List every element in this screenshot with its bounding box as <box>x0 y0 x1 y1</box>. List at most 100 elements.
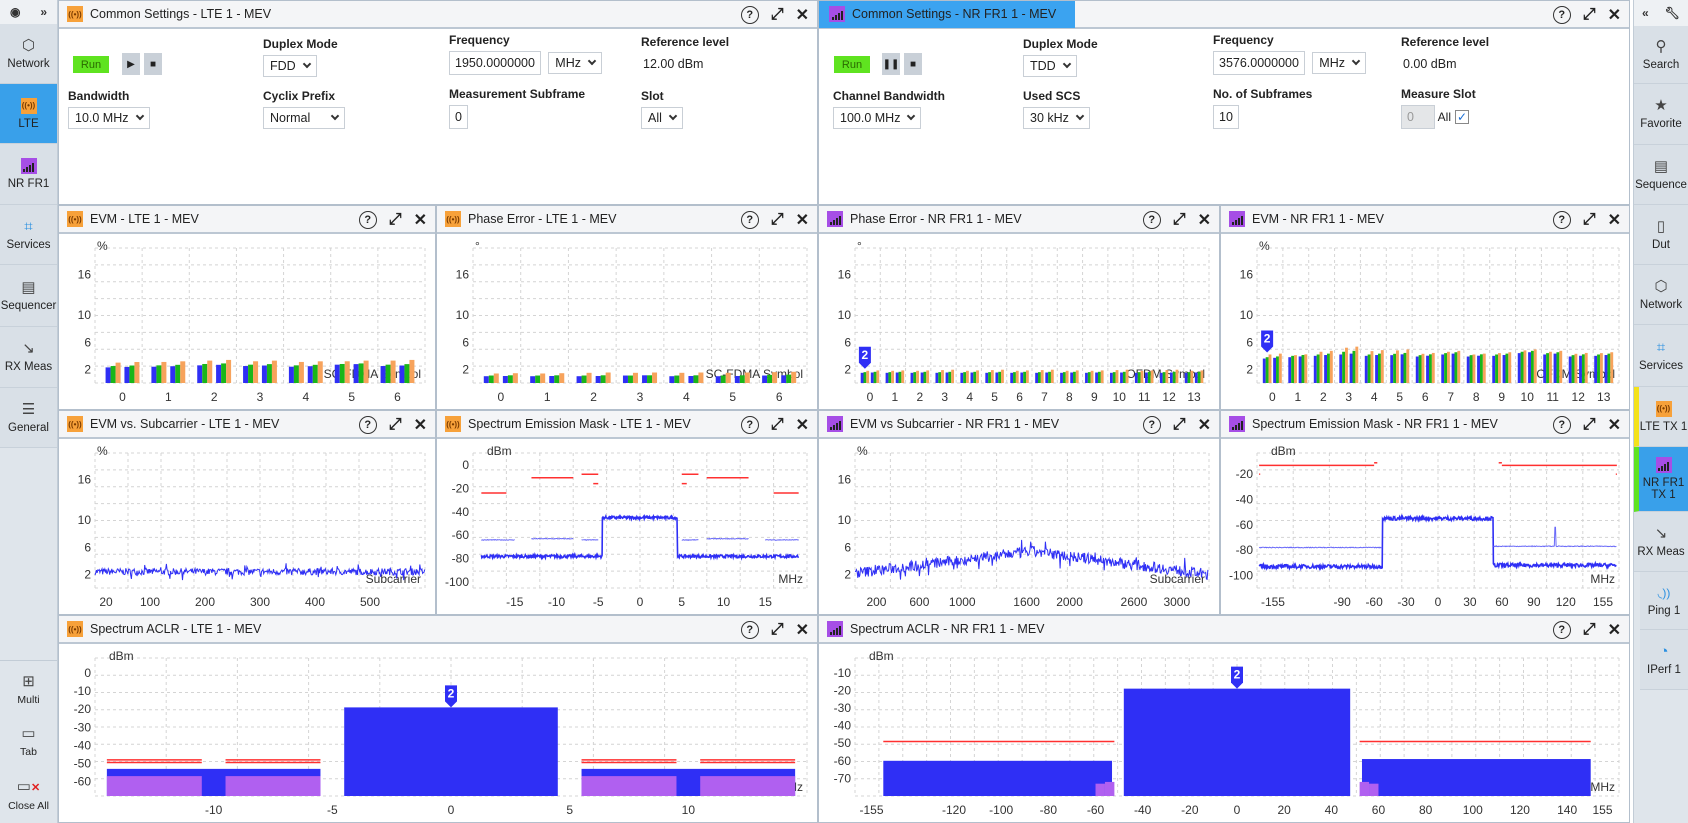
close-icon[interactable]: ✕ <box>1607 212 1621 229</box>
close-icon[interactable]: ✕ <box>795 417 809 434</box>
help-icon[interactable]: ? <box>1552 211 1571 229</box>
maximize-icon[interactable]: ⤢ <box>770 416 784 433</box>
channel-bandwidth-select[interactable]: 100.0 MHz <box>833 107 922 129</box>
x-tick-label: 0 <box>1234 803 1241 817</box>
maximize-icon[interactable]: ⤢ <box>770 211 784 228</box>
sidebar-item-nr-fr1-tx-1[interactable]: NR FR1 TX 1 <box>1634 447 1688 512</box>
help-icon[interactable]: ? <box>1552 6 1571 24</box>
x-tick-label: 8 <box>1066 390 1073 404</box>
close-icon[interactable]: ✕ <box>1607 7 1621 24</box>
duplex-mode-select[interactable]: FDD <box>263 55 317 77</box>
play-button[interactable]: ▶ <box>122 53 140 75</box>
bar-max <box>1175 369 1179 383</box>
lte-icon: ((•)) <box>445 416 461 432</box>
x-tick-label: 3 <box>1345 390 1352 404</box>
wrench-icon[interactable]: 🔧︎ <box>1664 6 1680 20</box>
bar-max <box>253 361 259 383</box>
rewind-icon[interactable]: « <box>1642 6 1649 20</box>
sidebar-item-dut[interactable]: ▯ Dut <box>1634 205 1688 265</box>
multi-button[interactable]: ⊞ Multi <box>0 668 57 712</box>
maximize-icon[interactable]: ⤢ <box>1172 211 1186 228</box>
tab-button[interactable]: ▭ Tab <box>0 720 57 764</box>
sidebar-item-iperf-1[interactable]: ◔ IPerf 1 <box>1640 630 1688 690</box>
sidebar-item-rx-meas[interactable]: ↘ RX Meas <box>1634 512 1688 572</box>
y-tick-label: -50 <box>74 756 92 770</box>
maximize-icon[interactable]: ⤢ <box>1582 211 1596 228</box>
help-icon[interactable]: ? <box>1552 416 1571 434</box>
help-icon[interactable]: ? <box>1142 211 1161 229</box>
help-icon[interactable]: ? <box>1552 621 1571 639</box>
sidebar-item-favorite[interactable]: ★ Favorite <box>1634 84 1688 145</box>
maximize-icon[interactable]: ⤢ <box>388 211 402 228</box>
frequency-unit-select[interactable]: MHz <box>1312 52 1366 74</box>
close-icon[interactable]: ✕ <box>413 212 427 229</box>
slot-select[interactable]: All <box>641 107 683 129</box>
x-tick-label: -15 <box>506 595 524 609</box>
x-tick-label: 5 <box>678 595 685 609</box>
bar-max <box>605 372 611 383</box>
chevron-down-icon <box>587 56 597 66</box>
close-icon[interactable]: ✕ <box>795 212 809 229</box>
bar-max <box>1431 352 1435 383</box>
stop-button[interactable]: ■ <box>144 53 162 75</box>
eye-icon[interactable]: ◉ <box>9 5 21 19</box>
help-icon[interactable]: ? <box>740 6 759 24</box>
stop-button[interactable]: ■ <box>904 53 922 75</box>
cyclic-prefix-select[interactable]: Normal <box>263 107 346 129</box>
sidebar-item-rx-meas[interactable]: ↘ RX Meas <box>0 327 57 388</box>
bandwidth-select[interactable]: 10.0 MHz <box>68 107 150 129</box>
close-icon[interactable]: ✕ <box>1197 417 1211 434</box>
subframes-input[interactable]: 10 <box>1213 105 1239 129</box>
maximize-icon[interactable]: ⤢ <box>1172 416 1186 433</box>
frequency-input[interactable]: 3576.0000000 <box>1213 51 1305 75</box>
active-title-tab[interactable]: Common Settings - NR FR1 1 - MEV <box>819 1 1075 28</box>
maximize-icon[interactable]: ⤢ <box>1582 6 1596 23</box>
close-icon[interactable]: ✕ <box>1607 417 1621 434</box>
close-icon[interactable]: ✕ <box>795 622 809 639</box>
used-scs-select[interactable]: 30 kHz <box>1023 107 1090 129</box>
sidebar-item-lte[interactable]: ((•)) LTE <box>0 84 57 144</box>
maximize-icon[interactable]: ⤢ <box>770 6 784 23</box>
pause-button[interactable]: ❚❚ <box>882 53 900 75</box>
maximize-icon[interactable]: ⤢ <box>388 416 402 433</box>
close-all-button[interactable]: ▭✕ Close All <box>0 772 57 818</box>
maximize-icon[interactable]: ⤢ <box>1582 416 1596 433</box>
sidebar-item-search[interactable]: ⚲ Search <box>1634 26 1688 84</box>
close-icon[interactable]: ✕ <box>1197 212 1211 229</box>
measure-slot-input[interactable]: 0 <box>1401 105 1435 129</box>
sidebar-item-services[interactable]: ⌗ Services <box>1634 325 1688 387</box>
close-icon[interactable]: ✕ <box>1607 622 1621 639</box>
sidebar-item-network[interactable]: ⬡ Network <box>1634 265 1688 325</box>
measurement-subframe-input[interactable]: 0 <box>449 105 468 129</box>
network-icon: ⬡ <box>1654 277 1668 295</box>
sidebar-item-lte-tx-1[interactable]: ((•)) LTE TX 1 <box>1634 387 1688 447</box>
help-icon[interactable]: ? <box>740 211 759 229</box>
sidebar-item-sequencer[interactable]: ▤ Sequencer <box>0 265 57 327</box>
sidebar-item-general[interactable]: ☰ General <box>0 388 57 448</box>
close-icon[interactable]: ✕ <box>413 417 427 434</box>
sidebar-item-ping-1[interactable]: ◟)) Ping 1 <box>1640 572 1688 630</box>
bar-max <box>1140 370 1144 383</box>
sidebar-item-services[interactable]: ⌗ Services <box>0 205 57 265</box>
help-icon[interactable]: ? <box>740 416 759 434</box>
sidebar-item-network[interactable]: ⬡ Network <box>0 24 57 84</box>
maximize-icon[interactable]: ⤢ <box>770 621 784 638</box>
bar-max <box>317 361 323 383</box>
help-icon[interactable]: ? <box>358 211 377 229</box>
bar-rms <box>530 376 536 383</box>
all-slots-checkbox[interactable]: ✓ <box>1455 110 1470 124</box>
duplex-mode-select[interactable]: TDD <box>1023 55 1077 77</box>
slot-value: All <box>648 111 662 125</box>
fast-forward-icon[interactable]: » <box>40 5 48 19</box>
close-icon[interactable]: ✕ <box>795 7 809 24</box>
right-sidebar-top: « 🔧︎ <box>1634 0 1688 26</box>
sidebar-item-nr-fr1[interactable]: NR FR1 <box>0 144 57 205</box>
help-icon[interactable]: ? <box>358 416 377 434</box>
sidebar-item-sequence[interactable]: ▤ Sequence <box>1634 145 1688 205</box>
help-icon[interactable]: ? <box>1142 416 1161 434</box>
help-icon[interactable]: ? <box>740 621 759 639</box>
frequency-input[interactable]: 1950.0000000 <box>449 51 541 75</box>
maximize-icon[interactable]: ⤢ <box>1582 621 1596 638</box>
frequency-unit-select[interactable]: MHz <box>548 52 602 74</box>
y-tick-label: 16 <box>78 267 92 281</box>
